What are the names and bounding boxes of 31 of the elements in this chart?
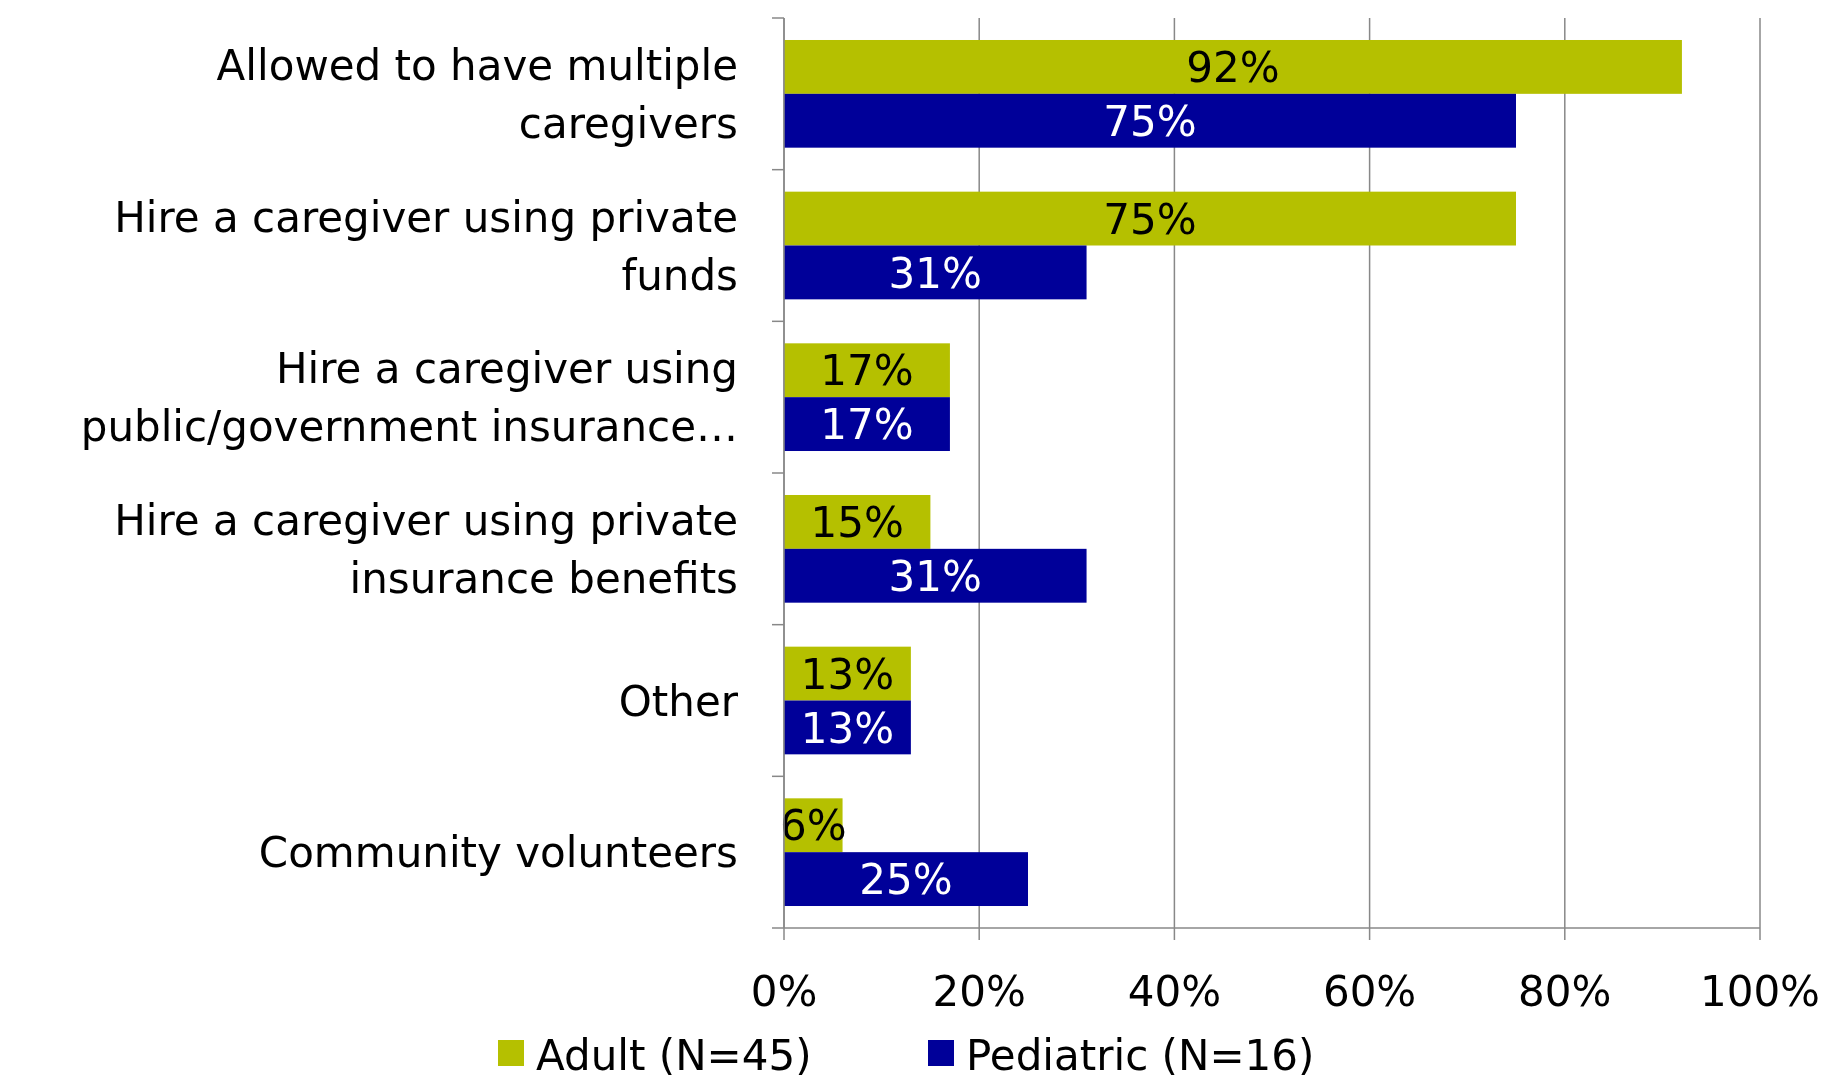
legend-label: Adult (N=45) (536, 1031, 812, 1080)
x-tick-label: 40% (1127, 967, 1222, 1016)
y-tick-label: Hire a caregiver using public/government insurance… (80, 344, 738, 452)
x-tick-label: 20% (932, 967, 1026, 1016)
data-label: 17% (820, 346, 914, 396)
bar (784, 39, 1682, 94)
data-label: 31% (888, 551, 982, 601)
legend-label: Pediatric (N=16) (966, 1031, 1315, 1080)
data-label: 92% (1186, 43, 1280, 93)
x-tick-label: 100% (1699, 967, 1821, 1016)
y-tick-label: Hire a caregiver using private funds (114, 192, 738, 300)
y-tick-label: Hire a caregiver using private insurance benefits (114, 495, 738, 603)
data-label: 13% (800, 649, 895, 699)
bar (784, 191, 1516, 246)
data-label: 75% (1103, 194, 1197, 244)
data-label: 17% (820, 400, 914, 450)
data-label: 75% (1103, 96, 1197, 146)
x-tick-label: 80% (1518, 967, 1612, 1016)
bar (784, 93, 1516, 148)
data-label: 25% (859, 855, 953, 905)
data-label: 13% (800, 703, 895, 753)
x-tick-label: 0% (750, 967, 818, 1016)
bar (784, 852, 1028, 907)
x-tick-label: 60% (1322, 967, 1417, 1016)
data-label: 31% (888, 248, 982, 298)
y-tick-label: Allowed to have multiple caregivers (216, 40, 738, 148)
data-label: 15% (810, 498, 904, 548)
y-tick-label: Other (618, 676, 739, 726)
y-tick-label: Community volunteers (258, 828, 738, 878)
bar (784, 548, 1087, 603)
bar (784, 245, 1087, 300)
